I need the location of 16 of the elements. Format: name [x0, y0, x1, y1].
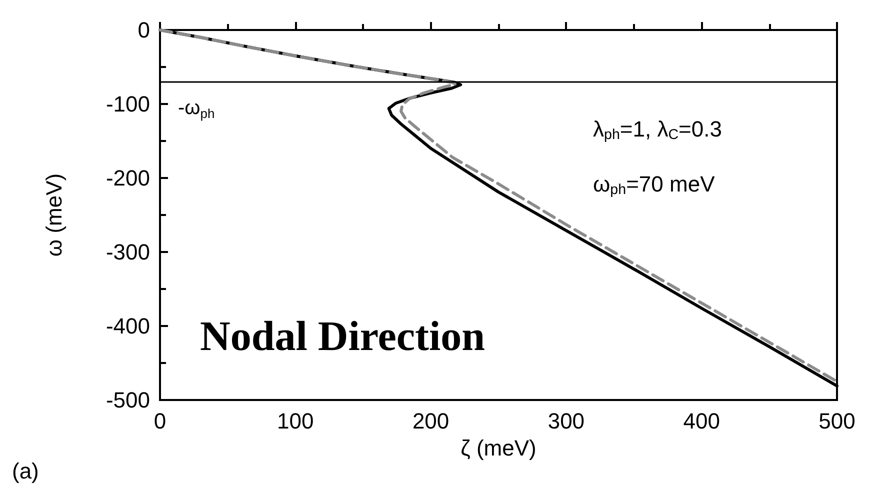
x-tick-label: 500 — [818, 408, 856, 434]
x-tick-label: 300 — [548, 408, 585, 434]
y-tick-label: -100 — [106, 92, 150, 116]
text: (a) — [12, 458, 39, 484]
y-tick-label: -300 — [106, 240, 150, 264]
y-tick-label: 0 — [138, 18, 150, 42]
y-tick-label: -200 — [106, 166, 150, 190]
x-tick-label: 0 — [154, 408, 166, 434]
x-tick-label: 400 — [683, 408, 720, 434]
y-axis-title: ω (meV) — [42, 173, 66, 257]
y-tick-label: -500 — [106, 388, 150, 412]
x-tick-label: 100 — [277, 408, 314, 434]
annotation: Nodal Direction — [200, 314, 486, 360]
x-axis-title: ζ (meV) — [460, 435, 536, 460]
y-tick-label: -400 — [106, 314, 150, 338]
x-tick-label: 200 — [412, 408, 450, 434]
